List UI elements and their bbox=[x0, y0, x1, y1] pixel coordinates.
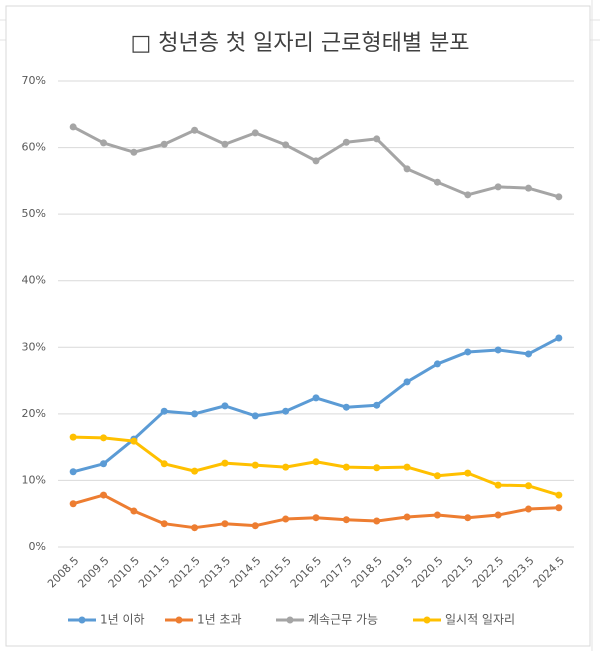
y-tick-label: 50% bbox=[22, 207, 46, 220]
data-point bbox=[130, 148, 138, 156]
data-point bbox=[342, 403, 350, 411]
legend-label: 일시적 일자리 bbox=[445, 613, 515, 627]
data-point bbox=[373, 517, 381, 525]
y-tick-label: 10% bbox=[22, 473, 46, 486]
data-point bbox=[403, 463, 411, 471]
data-point bbox=[342, 463, 350, 471]
data-point bbox=[160, 140, 168, 148]
data-point bbox=[433, 472, 441, 480]
data-point bbox=[433, 178, 441, 186]
data-point bbox=[69, 433, 77, 441]
data-point bbox=[251, 461, 259, 469]
data-point bbox=[282, 407, 290, 415]
data-point bbox=[251, 522, 259, 530]
data-point bbox=[342, 516, 350, 524]
data-point bbox=[555, 193, 563, 201]
legend-label: 1년 이하 bbox=[100, 613, 145, 627]
data-point bbox=[130, 507, 138, 515]
data-point bbox=[221, 140, 229, 148]
data-point bbox=[69, 468, 77, 476]
data-point bbox=[191, 524, 199, 532]
data-point bbox=[373, 135, 381, 143]
y-tick-label: 20% bbox=[22, 407, 46, 420]
data-point bbox=[312, 458, 320, 466]
data-point bbox=[130, 437, 138, 445]
y-tick-label: 70% bbox=[22, 74, 46, 87]
y-tick-label: 60% bbox=[22, 141, 46, 154]
data-point bbox=[403, 513, 411, 521]
data-point bbox=[100, 139, 108, 147]
data-point bbox=[494, 511, 502, 519]
data-point bbox=[312, 394, 320, 402]
data-point bbox=[282, 141, 290, 149]
legend-label: 1년 초과 bbox=[197, 613, 242, 627]
data-point bbox=[221, 520, 229, 528]
legend-marker bbox=[175, 616, 183, 624]
data-point bbox=[555, 504, 563, 512]
data-point bbox=[100, 434, 108, 442]
y-tick-label: 40% bbox=[22, 274, 46, 287]
data-point bbox=[494, 481, 502, 489]
data-point bbox=[160, 520, 168, 528]
data-point bbox=[221, 459, 229, 467]
data-point bbox=[100, 491, 108, 499]
data-point bbox=[282, 463, 290, 471]
chart-frame bbox=[5, 5, 591, 647]
data-point bbox=[251, 412, 259, 420]
data-point bbox=[282, 515, 290, 523]
data-point bbox=[191, 126, 199, 134]
legend-marker bbox=[286, 616, 294, 624]
y-tick-label: 30% bbox=[22, 340, 46, 353]
data-point bbox=[191, 410, 199, 418]
data-point bbox=[555, 334, 563, 342]
y-tick-label: 0% bbox=[29, 540, 46, 553]
data-point bbox=[312, 157, 320, 165]
data-point bbox=[403, 165, 411, 173]
data-point bbox=[464, 191, 472, 199]
data-point bbox=[555, 491, 563, 499]
data-point bbox=[373, 464, 381, 472]
legend-label: 계속근무 가능 bbox=[308, 613, 378, 627]
data-point bbox=[221, 402, 229, 410]
data-point bbox=[433, 360, 441, 368]
data-point bbox=[69, 500, 77, 508]
data-point bbox=[524, 350, 532, 358]
data-point bbox=[403, 378, 411, 386]
data-point bbox=[160, 460, 168, 468]
data-point bbox=[464, 469, 472, 477]
data-point bbox=[373, 401, 381, 409]
data-point bbox=[524, 184, 532, 192]
data-point bbox=[464, 348, 472, 356]
chart-title: □ 청년층 첫 일자리 근로형태별 분포 bbox=[130, 31, 469, 56]
data-point bbox=[464, 514, 472, 522]
data-point bbox=[524, 505, 532, 513]
data-point bbox=[494, 346, 502, 354]
data-point bbox=[312, 514, 320, 522]
data-point bbox=[433, 511, 441, 519]
data-point bbox=[251, 129, 259, 137]
data-point bbox=[100, 460, 108, 468]
data-point bbox=[191, 467, 199, 475]
legend-marker bbox=[423, 616, 431, 624]
data-point bbox=[160, 407, 168, 415]
data-point bbox=[524, 482, 532, 490]
data-point bbox=[494, 183, 502, 191]
legend-marker bbox=[78, 616, 86, 624]
data-point bbox=[69, 123, 77, 131]
data-point bbox=[342, 138, 350, 146]
